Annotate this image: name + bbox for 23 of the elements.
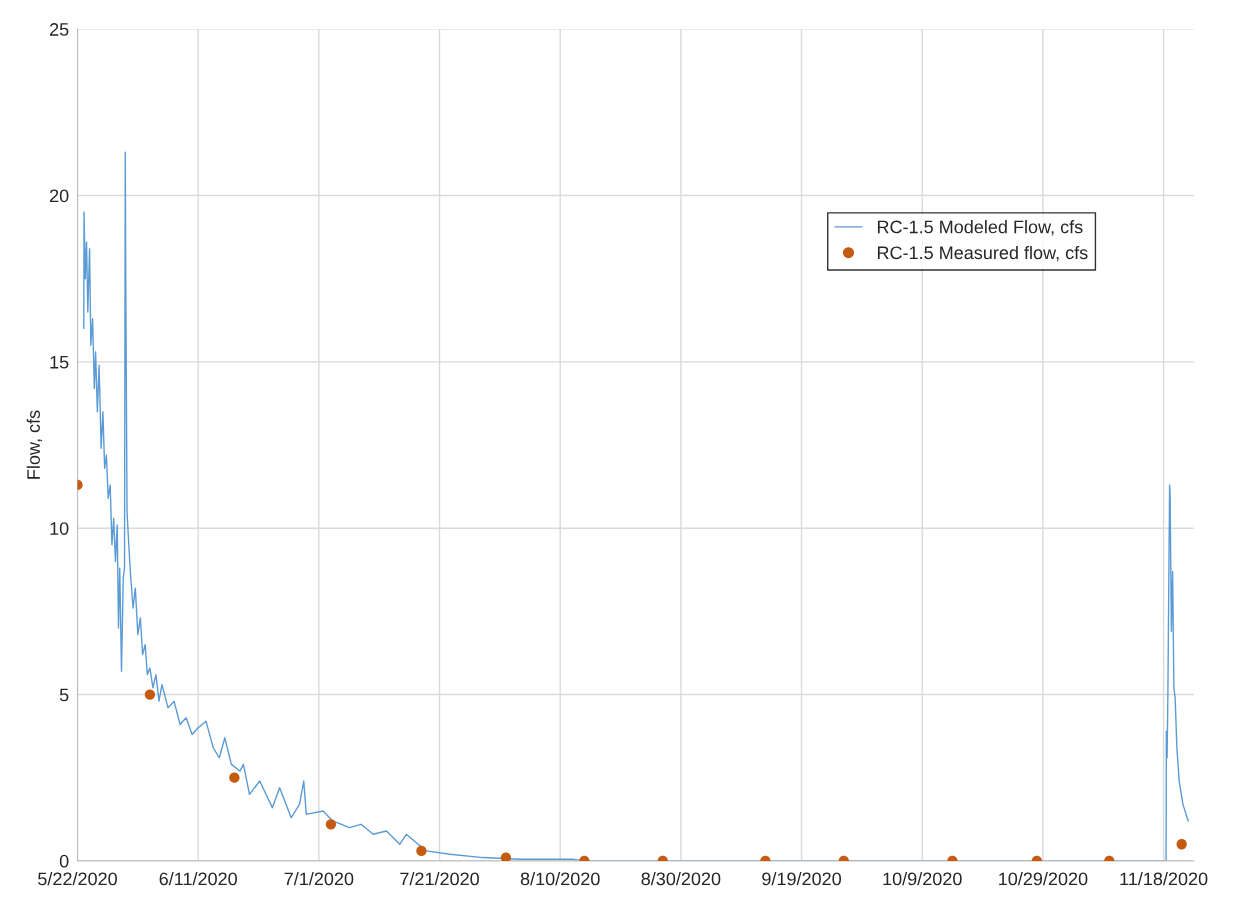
y-tick-label: 5 xyxy=(59,688,69,702)
y-axis-title: Flow, cfs xyxy=(26,410,43,479)
y-tick-label: 20 xyxy=(49,189,69,203)
x-tick-label: 9/19/2020 xyxy=(762,872,842,886)
y-tick-label: 10 xyxy=(50,522,69,535)
x-tick-label: 7/21/2020 xyxy=(400,872,479,886)
legend-label: RC-1.5 Measured flow, cfs xyxy=(877,245,1088,262)
x-tick-label: 5/22/2020 xyxy=(38,872,117,886)
y-tick-label: 15 xyxy=(50,355,69,369)
x-tick-label: 10/29/2020 xyxy=(999,872,1088,886)
line-series xyxy=(83,151,1189,861)
y-tick-label: 0 xyxy=(59,854,69,868)
y-tick-label: 25 xyxy=(49,23,69,36)
point xyxy=(144,689,156,700)
x-tick-label: 8/30/2020 xyxy=(641,872,721,886)
point xyxy=(229,772,240,783)
x-tick-label: 11/18/2020 xyxy=(1120,872,1208,886)
x-tick-label: 10/9/2020 xyxy=(883,872,962,886)
legend-label: RC-1.5 Modeled Flow, cfs xyxy=(877,220,1083,236)
x-tick-label: 8/10/2020 xyxy=(520,872,600,886)
x-tick-label: 7/1/2020 xyxy=(284,872,354,886)
x-tick-label: 6/11/2020 xyxy=(159,872,237,886)
point xyxy=(500,852,512,861)
